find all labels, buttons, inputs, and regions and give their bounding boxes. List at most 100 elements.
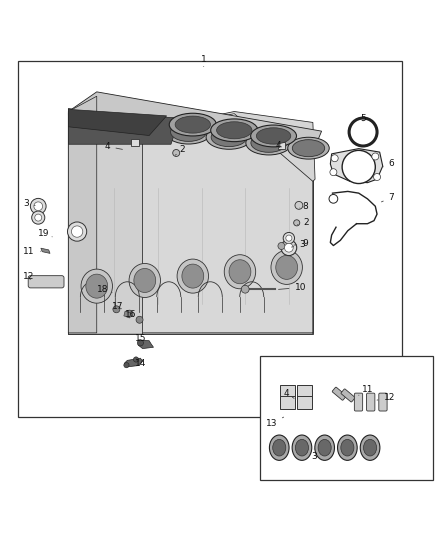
Text: 4: 4 bbox=[276, 141, 282, 150]
Text: 4: 4 bbox=[105, 142, 122, 151]
Bar bbox=[261, 356, 433, 480]
Circle shape bbox=[295, 201, 303, 209]
Circle shape bbox=[342, 150, 375, 183]
FancyBboxPatch shape bbox=[297, 385, 312, 398]
Ellipse shape bbox=[271, 251, 302, 285]
Ellipse shape bbox=[182, 264, 204, 288]
Ellipse shape bbox=[175, 116, 211, 133]
Circle shape bbox=[374, 174, 381, 181]
Ellipse shape bbox=[224, 255, 256, 289]
Ellipse shape bbox=[81, 269, 113, 303]
Text: 1: 1 bbox=[201, 54, 207, 67]
Circle shape bbox=[32, 211, 45, 224]
Circle shape bbox=[293, 220, 300, 226]
Circle shape bbox=[281, 240, 297, 256]
Circle shape bbox=[67, 222, 87, 241]
Polygon shape bbox=[138, 340, 153, 349]
Ellipse shape bbox=[86, 274, 108, 298]
Ellipse shape bbox=[318, 439, 331, 456]
Circle shape bbox=[35, 214, 42, 221]
Polygon shape bbox=[68, 111, 180, 144]
Text: 17: 17 bbox=[112, 302, 124, 311]
Polygon shape bbox=[68, 113, 313, 314]
Polygon shape bbox=[124, 311, 131, 318]
Circle shape bbox=[329, 195, 338, 203]
Circle shape bbox=[34, 202, 42, 211]
Circle shape bbox=[241, 285, 249, 293]
Ellipse shape bbox=[292, 435, 312, 461]
Ellipse shape bbox=[129, 263, 160, 297]
Ellipse shape bbox=[229, 260, 251, 284]
Text: 11: 11 bbox=[359, 385, 373, 395]
Circle shape bbox=[286, 235, 292, 241]
Circle shape bbox=[372, 153, 379, 160]
Polygon shape bbox=[68, 111, 313, 334]
Polygon shape bbox=[68, 108, 313, 149]
Ellipse shape bbox=[211, 119, 258, 142]
Text: 9: 9 bbox=[294, 239, 308, 248]
Text: 3: 3 bbox=[292, 240, 305, 249]
Circle shape bbox=[126, 310, 133, 317]
Polygon shape bbox=[68, 109, 166, 135]
Text: 15: 15 bbox=[134, 334, 146, 343]
Ellipse shape bbox=[177, 259, 208, 293]
Text: 3: 3 bbox=[311, 449, 317, 461]
Polygon shape bbox=[68, 314, 313, 334]
Polygon shape bbox=[68, 111, 143, 334]
Circle shape bbox=[278, 243, 285, 249]
Polygon shape bbox=[68, 111, 313, 333]
FancyBboxPatch shape bbox=[354, 393, 363, 411]
Ellipse shape bbox=[364, 439, 377, 456]
Text: 7: 7 bbox=[381, 193, 394, 202]
Ellipse shape bbox=[338, 435, 357, 461]
Polygon shape bbox=[330, 149, 383, 183]
Ellipse shape bbox=[292, 140, 325, 157]
FancyBboxPatch shape bbox=[131, 139, 139, 147]
Ellipse shape bbox=[134, 269, 155, 293]
Text: 2: 2 bbox=[175, 145, 185, 155]
Ellipse shape bbox=[246, 131, 292, 155]
Text: 12: 12 bbox=[377, 393, 395, 402]
Bar bbox=[18, 61, 403, 417]
FancyBboxPatch shape bbox=[278, 142, 285, 149]
FancyBboxPatch shape bbox=[297, 395, 312, 409]
Circle shape bbox=[113, 306, 120, 313]
FancyBboxPatch shape bbox=[379, 393, 387, 411]
Ellipse shape bbox=[276, 255, 297, 279]
Circle shape bbox=[283, 232, 294, 244]
Circle shape bbox=[330, 169, 337, 176]
Text: 18: 18 bbox=[97, 285, 112, 294]
Circle shape bbox=[71, 226, 83, 237]
Text: 19: 19 bbox=[38, 229, 52, 238]
Circle shape bbox=[136, 316, 143, 323]
Text: 8: 8 bbox=[300, 202, 308, 211]
FancyBboxPatch shape bbox=[367, 393, 375, 411]
Ellipse shape bbox=[211, 128, 247, 147]
Ellipse shape bbox=[256, 128, 291, 144]
Text: 3: 3 bbox=[23, 199, 35, 208]
FancyBboxPatch shape bbox=[280, 395, 294, 409]
Text: 16: 16 bbox=[125, 310, 137, 319]
Polygon shape bbox=[124, 358, 143, 367]
Ellipse shape bbox=[288, 138, 329, 159]
Ellipse shape bbox=[360, 435, 380, 461]
Ellipse shape bbox=[251, 134, 286, 152]
Text: 11: 11 bbox=[23, 247, 40, 256]
Polygon shape bbox=[68, 113, 313, 151]
Ellipse shape bbox=[169, 113, 216, 136]
Circle shape bbox=[134, 357, 139, 362]
FancyBboxPatch shape bbox=[341, 389, 355, 402]
Ellipse shape bbox=[170, 123, 206, 141]
Polygon shape bbox=[68, 96, 97, 333]
Circle shape bbox=[331, 155, 338, 161]
Circle shape bbox=[124, 362, 129, 368]
Circle shape bbox=[138, 340, 144, 346]
Text: 12: 12 bbox=[23, 272, 35, 281]
Circle shape bbox=[173, 149, 180, 157]
Ellipse shape bbox=[166, 120, 212, 144]
Polygon shape bbox=[41, 248, 50, 253]
Text: 6: 6 bbox=[383, 159, 394, 168]
FancyBboxPatch shape bbox=[280, 385, 294, 398]
Text: 14: 14 bbox=[135, 359, 146, 368]
Polygon shape bbox=[68, 111, 315, 181]
